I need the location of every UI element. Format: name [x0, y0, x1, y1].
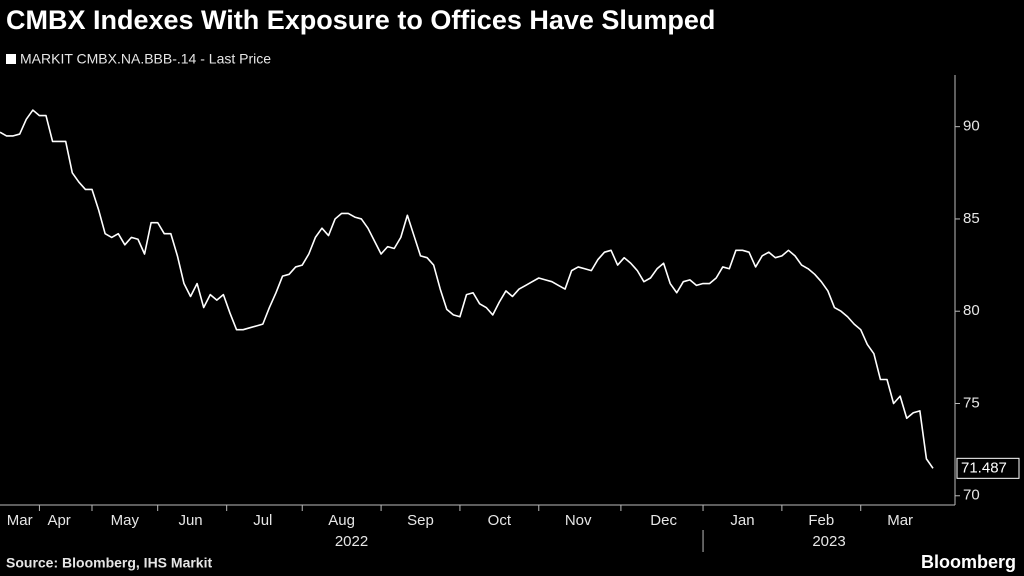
- x-tick-label: Oct: [488, 512, 512, 529]
- x-tick-label: Jul: [253, 512, 272, 529]
- x-tick-label: Jun: [178, 512, 202, 529]
- y-tick-label: 75: [963, 394, 980, 411]
- x-tick-label: Sep: [407, 512, 434, 529]
- y-tick-label: 90: [963, 118, 980, 135]
- x-tick-label: Dec: [650, 512, 677, 529]
- year-label: 2023: [812, 533, 845, 550]
- x-tick-label: Jan: [730, 512, 754, 529]
- legend-label: MARKIT CMBX.NA.BBB-.14 - Last Price: [20, 51, 271, 67]
- series-line: [0, 109, 934, 469]
- x-tick-label: Apr: [47, 512, 70, 529]
- brand: Bloomberg: [921, 552, 1016, 572]
- x-tick-label: Nov: [565, 512, 592, 529]
- x-tick-label: Mar: [887, 512, 913, 529]
- year-label: 2022: [335, 533, 368, 550]
- y-tick-label: 80: [963, 302, 980, 319]
- x-tick-label: Feb: [808, 512, 834, 529]
- source: Source: Bloomberg, IHS Markit: [6, 555, 212, 571]
- chart-title: CMBX Indexes With Exposure to Offices Ha…: [6, 5, 715, 35]
- x-tick-label: Mar: [7, 512, 33, 529]
- y-tick-label: 70: [963, 487, 980, 504]
- last-value-box: [956, 457, 1020, 479]
- y-tick-label: 85: [963, 210, 980, 227]
- last-value-label: 71.487: [961, 459, 1007, 476]
- x-tick-label: May: [111, 512, 140, 529]
- x-tick-label: Aug: [328, 512, 355, 529]
- legend-swatch: [6, 54, 16, 64]
